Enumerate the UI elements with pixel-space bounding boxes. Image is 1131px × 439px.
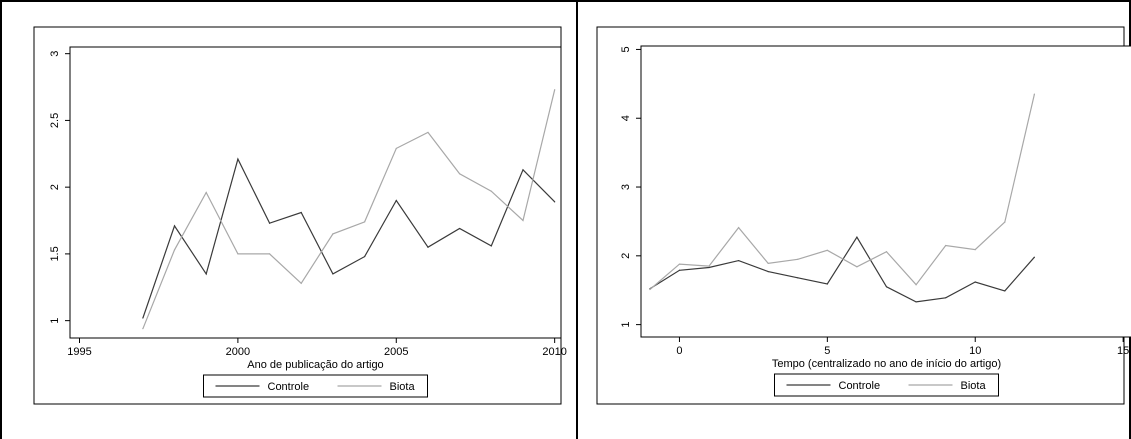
x-tick-label-0: 1995	[67, 346, 91, 358]
data-point-controle-9	[427, 246, 429, 248]
data-point-controle-10	[945, 297, 947, 299]
data-point-controle-0	[142, 317, 144, 319]
data-point-controle-6	[826, 283, 828, 285]
data-point-biota-1	[173, 249, 176, 251]
data-point-controle-8	[885, 286, 888, 288]
y-tick-label-3: 2.5	[49, 113, 61, 128]
data-point-biota-11	[974, 249, 976, 251]
series-line-controle	[142, 157, 556, 319]
x-tick-label-0: 0	[676, 345, 682, 357]
data-point-controle-7	[856, 236, 858, 238]
x-axis-label: Tempo (centralizado no ano de início do …	[772, 358, 1001, 370]
chart-left: 1995 2000 2005 2010 1 1.5 2 2.5 3 Ano de publicaç…	[33, 26, 567, 405]
data-point-controle-2	[205, 273, 207, 275]
data-point-controle-1	[678, 269, 681, 271]
data-point-controle-6	[332, 273, 334, 275]
data-point-controle-1	[173, 225, 176, 227]
legend-label-biota: Biota	[390, 381, 416, 393]
data-point-controle-3	[237, 158, 239, 160]
data-point-controle-5	[300, 211, 302, 214]
data-point-biota-3	[237, 253, 239, 255]
data-point-biota-11	[490, 190, 492, 192]
data-point-biota-3	[738, 227, 740, 229]
data-point-biota-12	[522, 219, 524, 222]
x-axis-label: Ano de publicação do artigo	[247, 359, 383, 371]
series-line-controle	[649, 236, 1035, 303]
data-point-biota-0	[649, 288, 651, 291]
data-point-biota-8	[395, 147, 397, 150]
x-tick-label-2: 10	[969, 345, 981, 357]
x-tick-label-3: 15	[1117, 345, 1129, 357]
data-point-biota-10	[459, 173, 461, 175]
data-point-biota-6	[332, 233, 334, 235]
data-point-biota-1	[678, 263, 681, 265]
data-point-biota-5	[300, 282, 302, 284]
y-tick-label-0: 1	[49, 318, 61, 324]
y-tick-label-3: 4	[620, 115, 632, 121]
y-tick-label-2: 2	[49, 184, 61, 190]
data-point-controle-11	[974, 281, 976, 283]
data-point-biota-13	[554, 89, 556, 91]
x-tick-label-1: 2000	[226, 346, 250, 358]
data-point-controle-8	[395, 199, 397, 202]
data-point-controle-2	[708, 266, 710, 269]
data-point-controle-9	[915, 301, 917, 303]
y-tick-label-0: 1	[620, 322, 632, 328]
data-point-controle-3	[738, 260, 740, 262]
data-point-controle-4	[767, 271, 769, 273]
data-point-biota-7	[856, 266, 858, 268]
y-tick-label-2: 3	[620, 184, 632, 190]
data-point-controle-13	[554, 201, 556, 203]
y-tick-label-4: 5	[620, 46, 632, 52]
data-point-biota-6	[826, 249, 828, 251]
data-point-biota-10	[945, 244, 947, 247]
data-point-controle-12	[522, 169, 524, 171]
legend-label-controle: Controle	[268, 381, 310, 393]
y-tick-label-1: 2	[620, 253, 632, 259]
x-tick-label-3: 2010	[542, 346, 566, 358]
data-point-controle-5	[797, 277, 799, 279]
y-tick-label-4: 3	[49, 51, 61, 57]
data-point-biota-12	[1004, 221, 1006, 223]
plot-area	[640, 45, 1131, 338]
data-point-controle-11	[490, 245, 492, 247]
data-point-biota-0	[142, 328, 144, 330]
data-point-biota-8	[885, 251, 888, 253]
series-line-biota	[142, 89, 556, 329]
data-point-biota-7	[364, 221, 366, 223]
data-point-controle-13	[1033, 256, 1035, 258]
plot-area	[69, 46, 562, 339]
data-point-biota-9	[427, 131, 429, 134]
series-line-biota	[649, 94, 1035, 290]
data-point-controle-10	[459, 227, 461, 230]
data-point-biota-13	[1033, 93, 1035, 95]
x-tick-label-2: 2005	[384, 346, 408, 358]
legend-box	[203, 374, 428, 398]
data-point-controle-12	[1004, 290, 1006, 292]
data-point-biota-2	[205, 191, 207, 194]
data-point-biota-5	[797, 258, 799, 260]
y-tick-label-1: 1.5	[49, 246, 61, 261]
x-tick-label-1: 5	[824, 345, 830, 357]
legend-box	[774, 373, 999, 397]
data-point-biota-9	[915, 284, 917, 286]
data-point-biota-4	[767, 262, 769, 264]
data-point-biota-2	[708, 265, 710, 267]
data-point-biota-4	[268, 253, 271, 255]
data-point-controle-7	[364, 255, 366, 258]
data-point-controle-4	[268, 222, 271, 224]
legend-label-biota: Biota	[961, 380, 987, 392]
legend-label-controle: Controle	[839, 380, 881, 392]
